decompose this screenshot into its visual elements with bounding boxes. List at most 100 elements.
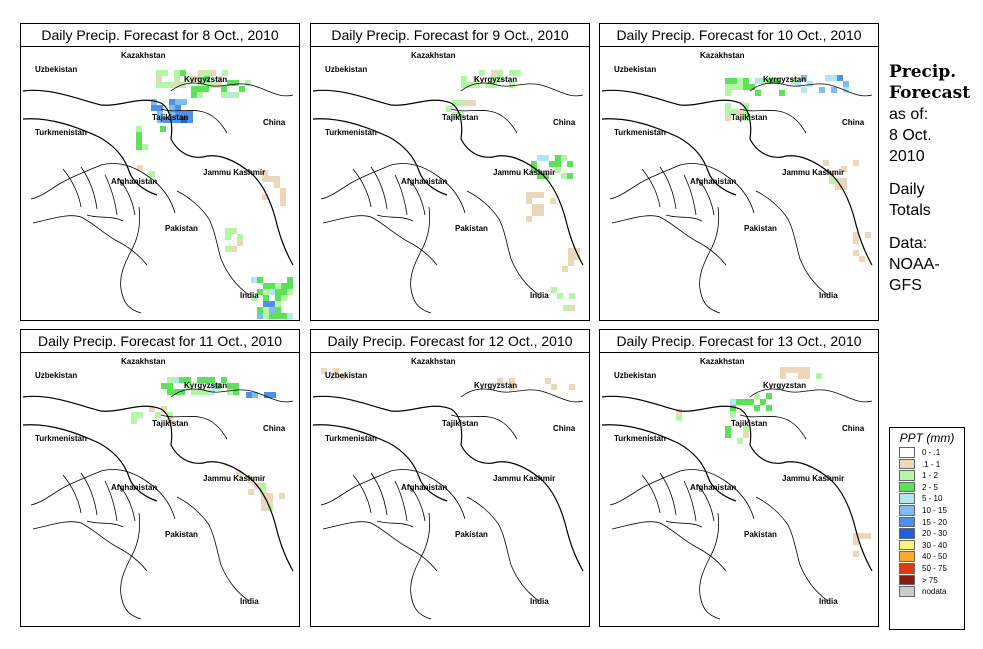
precip-cell xyxy=(269,313,275,319)
precip-cell xyxy=(245,80,251,86)
precip-cell xyxy=(263,283,269,289)
precip-cell xyxy=(157,105,163,111)
precip-cell xyxy=(452,100,458,106)
boundary-line xyxy=(601,118,737,196)
precip-cell xyxy=(509,384,515,390)
country-label-jammu-kashmir: Jammu Kashmir xyxy=(493,474,555,483)
legend-item: 20 - 30 xyxy=(890,528,964,540)
precip-cell xyxy=(263,307,269,313)
precip-cell xyxy=(755,90,761,96)
precip-cell xyxy=(237,234,243,240)
precip-cell xyxy=(526,198,532,204)
boundary-line xyxy=(755,496,829,602)
boundary-lines xyxy=(22,388,294,620)
forecast-info: Precip. Forecast as of: 8 Oct. 2010 Dail… xyxy=(889,62,979,296)
country-label-turkmenistan: Turkmenistan xyxy=(614,434,666,443)
country-label-tajikistan: Tajikistan xyxy=(731,113,767,122)
precip-cell xyxy=(155,412,161,418)
precip-cell xyxy=(743,103,749,109)
precip-cell xyxy=(736,399,742,405)
country-label-jammu-kashmir: Jammu Kashmir xyxy=(203,474,265,483)
country-label-afghanistan: Afghanistan xyxy=(690,483,736,492)
boundary-lines xyxy=(312,82,584,314)
precip-cell xyxy=(275,313,281,319)
boundary-lines xyxy=(601,82,873,314)
as-of-label: as of: xyxy=(889,106,929,123)
legend-swatch xyxy=(899,528,915,539)
precip-cell xyxy=(754,405,760,411)
precip-cell xyxy=(743,426,749,432)
precip-cell xyxy=(161,406,167,412)
precip-cell xyxy=(239,86,245,92)
precip-cell xyxy=(174,70,180,76)
country-label-pakistan: Pakistan xyxy=(744,530,777,539)
precip-cell xyxy=(281,313,287,319)
precip-cells xyxy=(321,368,575,390)
precip-cell xyxy=(485,82,491,88)
precip-cell xyxy=(236,471,242,477)
panel-title: Daily Precip. Forecast for 13 Oct., 2010 xyxy=(600,330,878,353)
precip-cell xyxy=(725,103,731,109)
precip-cell xyxy=(491,76,497,82)
boundary-line xyxy=(62,166,118,216)
country-label-turkmenistan: Turkmenistan xyxy=(35,128,87,137)
boundary-line xyxy=(749,388,873,403)
data-source-name: GFS xyxy=(889,277,922,294)
precip-cell xyxy=(725,432,731,438)
boundary-line xyxy=(160,414,228,440)
precip-map: Uzbekistan Kazakhstan Kyrgyzstan Tajikistan… xyxy=(312,357,584,620)
precip-cell xyxy=(269,301,275,307)
precip-cell xyxy=(574,248,580,254)
precip-cell xyxy=(280,194,286,200)
boundary-line xyxy=(176,496,250,602)
legend-item: 30 - 40 xyxy=(890,539,964,552)
precip-cell xyxy=(261,499,267,505)
country-label-india: India xyxy=(819,597,838,606)
precip-cell xyxy=(137,412,143,418)
country-label-afghanistan: Afghanistan xyxy=(690,177,736,186)
precip-cell xyxy=(531,161,537,167)
country-label-tajikistan: Tajikistan xyxy=(152,113,188,122)
precip-cell xyxy=(865,232,871,238)
precip-cell xyxy=(262,170,268,176)
precip-cell xyxy=(743,115,749,121)
precip-cell xyxy=(515,70,521,76)
country-label-turkmenistan: Turkmenistan xyxy=(35,434,87,443)
data-source-label: Data: xyxy=(889,235,928,252)
legend-label: 2 - 5 xyxy=(922,482,939,492)
precip-cell xyxy=(136,138,142,144)
boundary-line xyxy=(601,424,737,502)
country-label-afghanistan: Afghanistan xyxy=(111,177,157,186)
precip-cell xyxy=(167,412,173,418)
boundary-line xyxy=(450,108,518,134)
precip-cell xyxy=(551,384,557,390)
country-label-kazakhstan: Kazakhstan xyxy=(411,51,456,60)
country-label-india: India xyxy=(530,291,549,300)
legend-item: > 75 xyxy=(890,574,964,587)
precip-cell xyxy=(841,178,847,184)
country-label-afghanistan: Afghanistan xyxy=(111,483,157,492)
precip-cell xyxy=(725,426,731,432)
boundary-line xyxy=(641,166,697,216)
boundary-line xyxy=(609,163,755,214)
country-label-uzbekistan: Uzbekistan xyxy=(35,65,77,74)
precip-cell xyxy=(773,78,779,84)
precip-cell xyxy=(795,81,801,87)
precip-cell xyxy=(568,260,574,266)
precip-cell xyxy=(538,204,544,210)
precip-cell xyxy=(766,393,772,399)
precip-cell xyxy=(561,155,567,161)
precip-cell xyxy=(163,117,169,123)
precip-cell xyxy=(538,192,544,198)
precip-cell xyxy=(835,184,841,190)
country-label-china: China xyxy=(842,118,865,127)
country-label-tajikistan: Tajikistan xyxy=(442,113,478,122)
legend-label: 40 - 50 xyxy=(922,552,947,562)
totals-label: Totals xyxy=(889,202,931,219)
precip-cell xyxy=(149,171,155,177)
legend-label: 10 - 15 xyxy=(922,505,947,515)
forecast-panel-oct-9: Daily Precip. Forecast for 9 Oct., 2010 … xyxy=(310,23,590,321)
legend-item: nodata xyxy=(890,586,964,598)
legend-item: 5 - 10 xyxy=(890,493,964,505)
precip-cell xyxy=(743,432,749,438)
